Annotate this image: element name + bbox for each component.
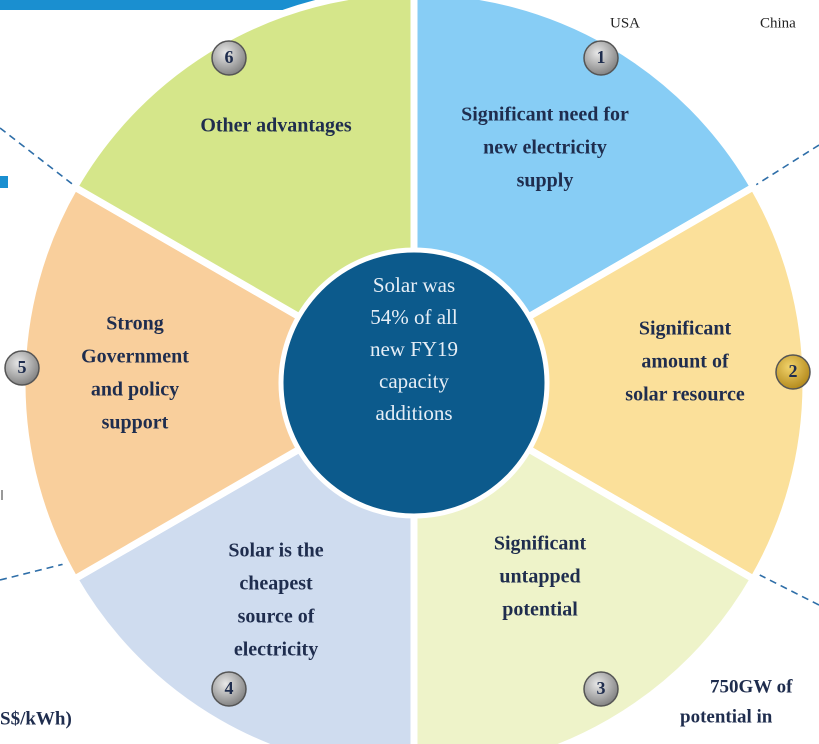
- sector-label: cheapest: [239, 573, 313, 595]
- top-bar: [0, 0, 340, 10]
- sector-label: Strong: [106, 313, 163, 335]
- badge-number: 4: [225, 678, 234, 698]
- badge: [775, 354, 811, 390]
- center-text: new FY19: [370, 337, 458, 361]
- badge: [583, 40, 619, 76]
- fragment: potential in: [680, 706, 773, 727]
- sector-label: electricity: [234, 639, 318, 661]
- center-text: Solar was: [373, 273, 455, 297]
- center-text: additions: [376, 401, 453, 425]
- fragment: USA: [610, 15, 640, 31]
- sector-label: Solar is the: [228, 540, 323, 562]
- badge-number: 3: [597, 678, 606, 698]
- sector-label: Significant: [639, 318, 732, 340]
- sector-label: untapped: [499, 566, 580, 588]
- badge-number: 1: [597, 47, 606, 67]
- sector-label: support: [102, 412, 169, 434]
- sector-label: source of: [238, 606, 315, 628]
- center-text: 54% of all: [370, 305, 458, 329]
- badge-number: 5: [18, 357, 27, 377]
- sector-label: Other advantages: [200, 115, 352, 137]
- badge-number: 6: [225, 47, 234, 67]
- badge: [583, 671, 619, 707]
- center-circle: [278, 247, 550, 519]
- center-text: capacity: [379, 369, 449, 393]
- badge: [4, 350, 40, 386]
- sector-label: supply: [517, 170, 574, 192]
- sector-label: Significant: [494, 533, 587, 555]
- sector-label: solar resource: [625, 384, 745, 406]
- badge: [211, 40, 247, 76]
- side-mark: [0, 176, 8, 188]
- sector-label: and policy: [91, 379, 179, 401]
- sector-label: Significant need for: [461, 104, 629, 126]
- badge: [211, 671, 247, 707]
- wheel: Solar was 54% of all new FY19 capacity addit…: [4, 0, 811, 744]
- fragment: China: [760, 15, 796, 31]
- sector-label: Government: [81, 346, 189, 368]
- badge-number: 2: [789, 361, 798, 381]
- fragment: 750GW of: [710, 676, 793, 697]
- sector-label: new electricity: [483, 137, 607, 159]
- fragment: S$/kWh): [0, 708, 72, 729]
- sector-label: potential: [502, 599, 578, 621]
- sector-label: amount of: [641, 351, 729, 373]
